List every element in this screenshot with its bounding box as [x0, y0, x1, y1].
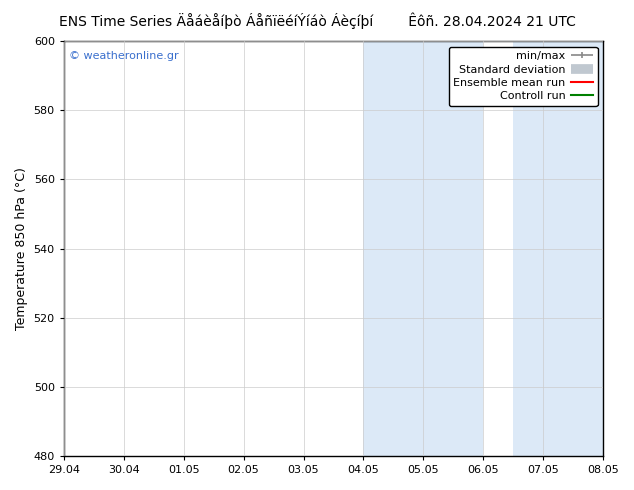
Text: © weatheronline.gr: © weatheronline.gr [69, 51, 179, 61]
Bar [363, 41, 483, 456]
Text: ENS Time Series Äåáèåíþò ÁåñïëéíÝíáò Áèçíþí        Êôñ. 28.04.2024 21 UTC: ENS Time Series Äåáèåíþò ÁåñïëéíÝíáò Áèç… [58, 12, 576, 29]
Y-axis label: Temperature 850 hPa (°C): Temperature 850 hPa (°C) [15, 167, 28, 330]
Bar [514, 41, 603, 456]
Legend: min/max, Standard deviation, Ensemble mean run, Controll run: min/max, Standard deviation, Ensemble me… [449, 47, 598, 106]
